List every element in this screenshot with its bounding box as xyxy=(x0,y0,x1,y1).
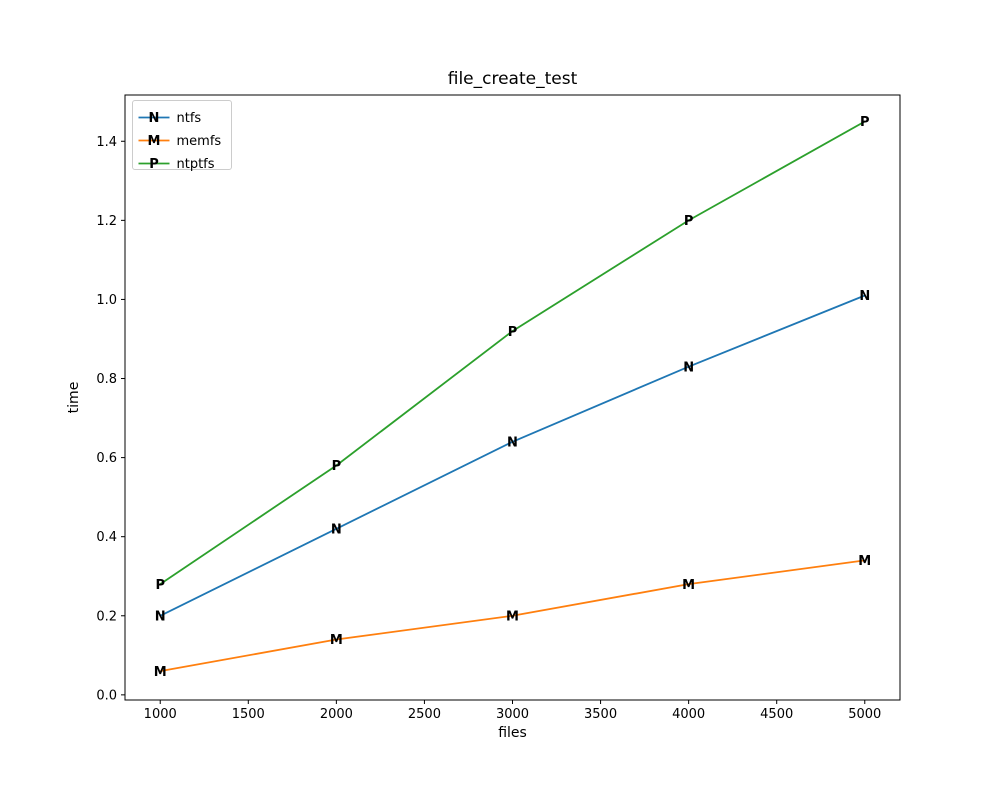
y-axis-label: time xyxy=(66,382,82,414)
series-marker-ntptfs: P xyxy=(155,578,165,593)
legend-marker-sample: P xyxy=(149,157,159,172)
y-tick-label: 1.0 xyxy=(96,293,117,308)
x-tick-label: 3000 xyxy=(496,707,529,722)
series-marker-ntfs: N xyxy=(859,289,870,304)
series-marker-ntfs: N xyxy=(331,522,342,537)
x-tick-label: 5000 xyxy=(848,707,881,722)
series-marker-ntptfs: P xyxy=(684,214,694,229)
y-tick-label: 1.2 xyxy=(96,214,117,229)
series-marker-ntfs: N xyxy=(507,435,518,450)
x-tick-label: 3500 xyxy=(584,707,617,722)
y-tick-label: 0.0 xyxy=(96,688,117,703)
y-tick-label: 0.6 xyxy=(96,451,117,466)
axes-layer: 1000 1500 2000 2500 3000 3500 4000 4500 5000 0.0 0… xyxy=(96,94,901,722)
y-tick-label: 0.8 xyxy=(96,372,117,387)
series-marker-memfs: M xyxy=(154,665,167,680)
series-marker-memfs: M xyxy=(682,578,695,593)
x-tick-label: 2000 xyxy=(320,707,353,722)
legend-item-label: memfs xyxy=(177,134,222,149)
series-line-ntfs xyxy=(159,294,866,617)
series-marker-ntptfs: P xyxy=(332,459,342,474)
series-marker-ntfs: N xyxy=(683,360,694,375)
series-marker-ntfs: N xyxy=(155,609,166,624)
legend-marker-sample: M xyxy=(148,134,161,149)
x-tick-label: 1000 xyxy=(144,707,177,722)
chart-title: file_create_test xyxy=(448,69,578,89)
y-tick-label: 0.2 xyxy=(96,609,117,624)
y-tick-label: 1.4 xyxy=(96,135,117,150)
legend-item-label: ntfs xyxy=(177,111,202,126)
series-marker-ntptfs: P xyxy=(508,325,518,340)
x-tick-label: 4500 xyxy=(760,707,793,722)
y-tick-label: 0.4 xyxy=(96,530,117,545)
x-tick-label: 4000 xyxy=(672,707,705,722)
series-line-ntptfs xyxy=(159,120,866,585)
x-tick-label: 2500 xyxy=(408,707,441,722)
x-tick-label: 1500 xyxy=(232,707,265,722)
series-line-memfs xyxy=(160,559,865,673)
series-marker-memfs: M xyxy=(858,554,871,569)
series-marker-ntptfs: P xyxy=(860,115,870,130)
legend-marker-sample: N xyxy=(149,111,160,126)
series-marker-memfs: M xyxy=(330,633,343,648)
series-layer: N N N N N M M M M M P P P P P xyxy=(154,115,871,680)
legend-item-label: ntptfs xyxy=(177,157,215,172)
series-marker-memfs: M xyxy=(506,609,519,624)
x-axis-label: files xyxy=(498,725,527,741)
